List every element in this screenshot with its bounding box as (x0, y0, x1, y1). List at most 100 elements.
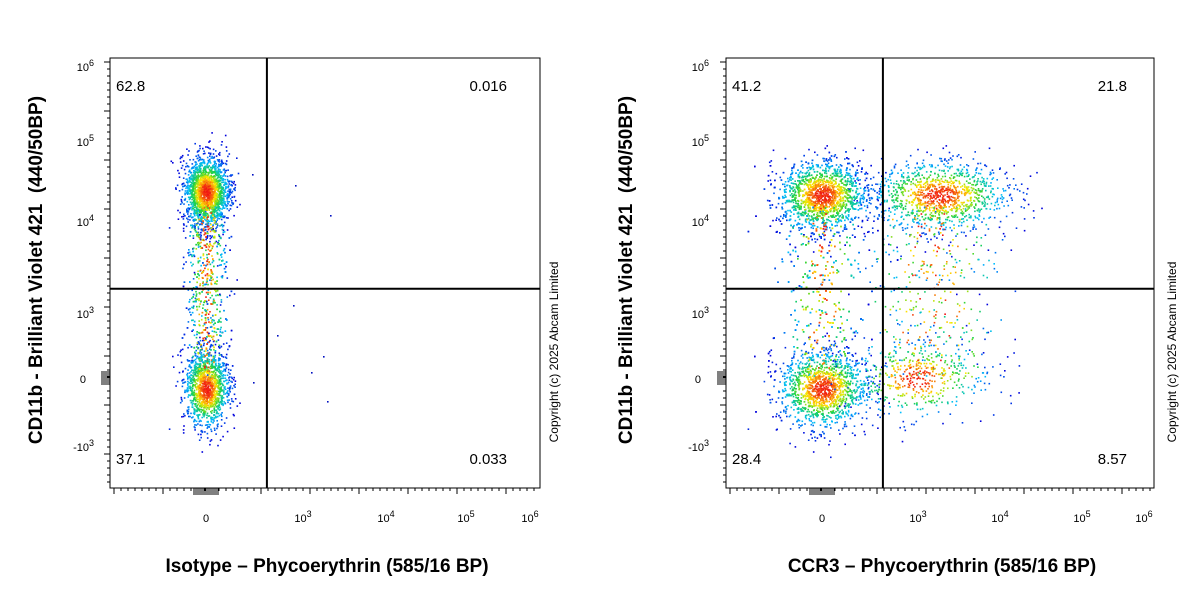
event-dot (219, 304, 222, 306)
event-dot (204, 182, 206, 184)
event-dot (209, 240, 211, 243)
event-dot (216, 183, 218, 185)
event-dot (198, 323, 200, 326)
event-dot (191, 399, 194, 402)
event-dot (192, 216, 194, 218)
event-dot (216, 308, 218, 311)
y-tick-label-6: 106 (77, 58, 94, 74)
event-dot (198, 378, 201, 381)
event-dot (207, 194, 210, 196)
event-dot (204, 380, 206, 382)
event-dot (218, 179, 220, 181)
event-dot (221, 225, 224, 228)
event-dot (187, 376, 189, 379)
event-dot (207, 204, 209, 207)
event-dot (196, 232, 199, 235)
event-dot (193, 320, 196, 323)
event-dot (195, 175, 198, 178)
event-dot (209, 155, 211, 157)
event-dot (214, 415, 217, 418)
event-dot (194, 190, 196, 193)
event-dot (207, 391, 210, 394)
event-dot (211, 235, 213, 237)
event-dot (203, 176, 206, 179)
event-dot (206, 382, 209, 384)
event-dot (194, 167, 197, 169)
event-dot (221, 355, 223, 357)
event-dot (198, 392, 200, 395)
event-dot (199, 214, 201, 216)
event-dot (198, 313, 201, 316)
event-dot (208, 171, 210, 174)
event-dot (203, 244, 206, 247)
event-dot (226, 196, 228, 199)
event-dot (222, 179, 224, 182)
event-dot (202, 329, 205, 331)
event-dot (198, 242, 201, 245)
event-dot (192, 187, 194, 189)
event-dot (216, 411, 218, 414)
event-dot (196, 200, 198, 202)
event-dot (195, 286, 197, 288)
event-dot (202, 147, 204, 150)
event-dot (180, 200, 183, 202)
event-dot (214, 373, 216, 376)
event-dot (219, 194, 221, 196)
event-dot (219, 180, 221, 182)
event-dot (211, 210, 213, 213)
event-dot (219, 378, 222, 381)
event-dot (218, 195, 220, 197)
event-dot (183, 381, 186, 384)
event-dot (214, 190, 216, 193)
event-dot (195, 224, 198, 226)
event-dot (217, 380, 219, 383)
event-dot (212, 196, 215, 199)
event-dot (188, 377, 190, 379)
event-dot (217, 204, 219, 206)
event-dot (196, 398, 198, 401)
event-dot (189, 307, 191, 310)
event-dot (200, 191, 202, 194)
event-dot (206, 256, 208, 259)
event-dot (206, 203, 209, 206)
event-dot (206, 214, 209, 217)
event-dot (192, 406, 194, 409)
event-dot (216, 252, 219, 254)
event-dot (196, 407, 199, 410)
event-dot (194, 403, 196, 405)
event-dot (206, 199, 208, 202)
event-dot (223, 309, 225, 312)
event-dot (197, 174, 200, 176)
event-dot (191, 392, 193, 395)
event-dot (219, 402, 221, 404)
event-dot (194, 214, 196, 217)
event-dot (210, 317, 212, 319)
event-dot (193, 165, 196, 168)
event-dot (218, 409, 221, 411)
event-dot (211, 400, 214, 402)
event-dot (201, 311, 204, 314)
event-dot (200, 172, 203, 175)
event-dot (202, 228, 205, 230)
event-dot (215, 196, 217, 198)
event-dot (210, 223, 212, 226)
event-dot (216, 392, 218, 395)
event-dot (208, 373, 210, 376)
event-dot (225, 169, 227, 172)
event-dot (198, 410, 201, 412)
event-dot (225, 163, 228, 166)
event-dot (204, 321, 206, 324)
event-dot (218, 397, 220, 400)
event-dot (221, 400, 223, 402)
event-dot (199, 206, 202, 209)
event-dot (190, 171, 193, 174)
event-dot (220, 254, 222, 256)
event-dot (191, 174, 193, 176)
event-dot (224, 370, 227, 373)
event-dot (197, 352, 199, 354)
event-dot (192, 203, 195, 206)
event-dot (200, 180, 203, 182)
event-dot (213, 370, 216, 372)
event-dot (220, 366, 223, 368)
event-dot (210, 410, 212, 413)
